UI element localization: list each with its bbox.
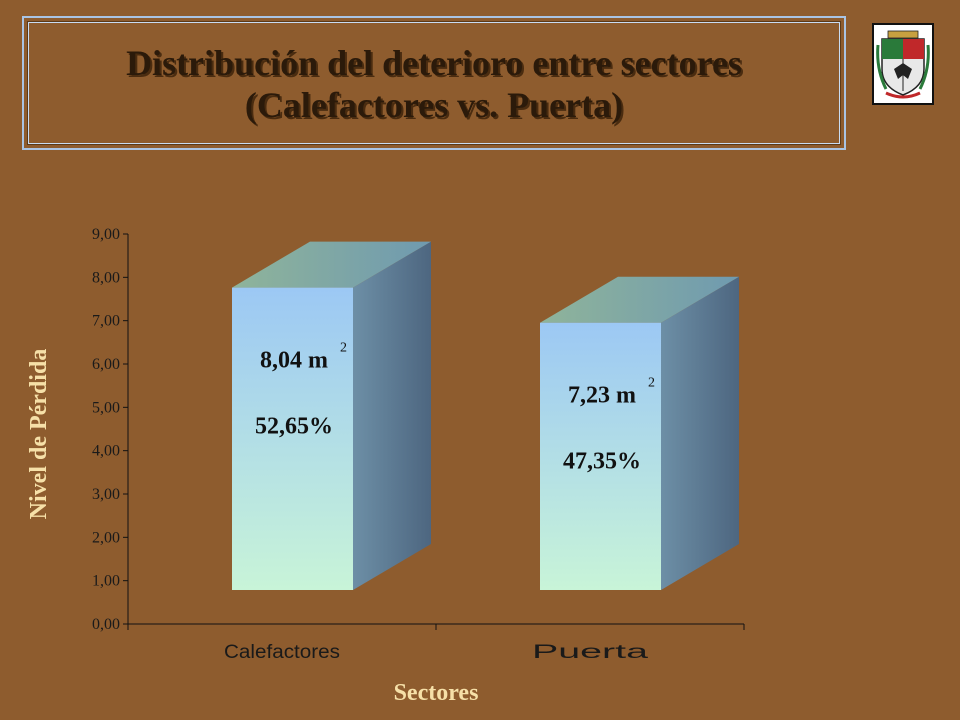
- x-tick-label: Puerta: [532, 642, 649, 663]
- data-label-value: 7,23 m: [568, 383, 636, 409]
- bar-top: [540, 276, 739, 323]
- data-label-percent: 52,65%: [255, 414, 333, 440]
- coat-of-arms-icon: [872, 23, 934, 105]
- y-tick-label: 8,00: [92, 269, 120, 286]
- bar-top: [232, 241, 431, 288]
- data-label-percent: 47,35%: [563, 449, 641, 475]
- y-tick-label: 2,00: [92, 529, 120, 546]
- y-tick-label: 6,00: [92, 356, 120, 373]
- y-tick-label: 4,00: [92, 443, 120, 460]
- data-label-superscript: 2: [648, 376, 655, 391]
- y-tick-label: 7,00: [92, 313, 120, 330]
- data-label-superscript: 2: [340, 341, 347, 356]
- title-line-2: (Calefactores vs. Puerta): [244, 85, 624, 125]
- slide-title: Distribución del deterioro entre sectore…: [24, 42, 844, 126]
- data-label-value: 8,04 m: [260, 348, 328, 374]
- y-axis-title: Nivel de Pérdida: [26, 349, 52, 520]
- y-tick-label: 3,00: [92, 486, 120, 503]
- x-tick-label: Calefactores: [224, 642, 340, 663]
- y-tick-label: 1,00: [92, 573, 120, 590]
- bar-side: [353, 241, 431, 590]
- y-tick-label: 5,00: [92, 399, 120, 416]
- x-axis-title: Sectores: [394, 680, 479, 706]
- title-line-1: Distribución del deterioro entre sectore…: [126, 43, 742, 83]
- title-frame: Distribución del deterioro entre sectore…: [22, 16, 846, 150]
- y-tick-label: 0,00: [92, 616, 120, 633]
- bar-side: [661, 276, 739, 590]
- bar: [232, 287, 353, 590]
- y-tick-label: 9,00: [92, 226, 120, 243]
- bar: [540, 322, 661, 590]
